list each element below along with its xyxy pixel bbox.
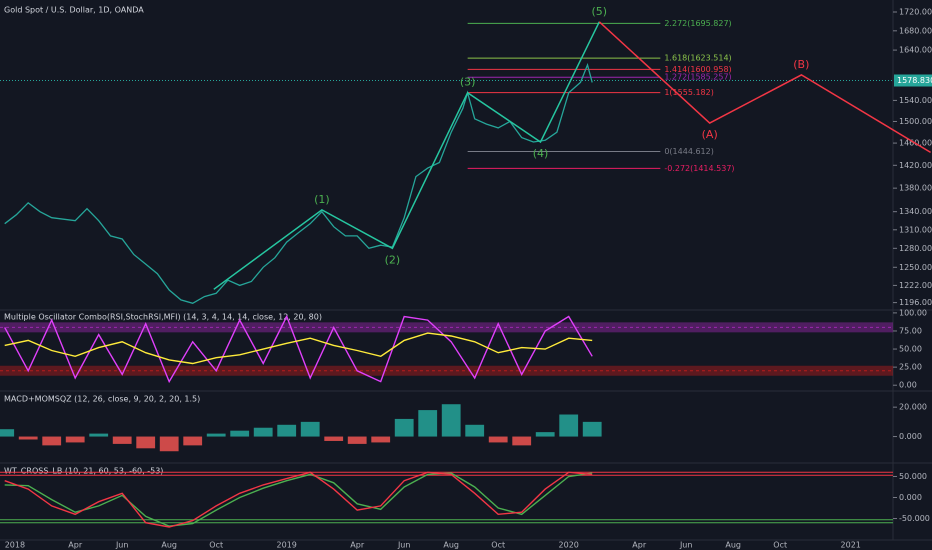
histogram-bar (441, 404, 461, 437)
x-tick-label: Aug (443, 541, 459, 550)
wave-label: (1) (314, 193, 330, 206)
x-tick-label: Apr (350, 541, 365, 550)
last-price-label: 1578.830 (897, 76, 932, 85)
chart-title: Gold Spot / U.S. Dollar, 1D, OANDA (4, 6, 144, 15)
y-tick-label: 1420.000 (899, 161, 932, 170)
histogram-bar (512, 436, 532, 446)
wave-line (213, 21, 600, 290)
y-tick-label: 1340.000 (899, 207, 932, 216)
y-tick-label: 100.00 (899, 308, 927, 317)
indicator-line (4, 314, 593, 384)
fib-label: 1.618(1623.514) (664, 54, 731, 63)
histogram-bar (324, 436, 344, 441)
x-tick-label: Aug (161, 541, 177, 550)
wave-label: (B) (793, 58, 809, 71)
histogram-bar (65, 436, 85, 443)
x-tick-label: Oct (491, 541, 505, 550)
x-tick-label: Jun (397, 541, 411, 550)
histogram-bar (418, 410, 438, 437)
wave-label: (2) (385, 253, 401, 266)
histogram-bar (465, 424, 485, 437)
y-tick-label: 50.00 (899, 345, 922, 354)
last-price-box (894, 74, 932, 87)
x-tick-label: Jun (679, 541, 693, 550)
histogram-bar (206, 433, 226, 437)
histogram-bar (300, 421, 320, 437)
y-tick-label: 20.000 (899, 403, 927, 412)
histogram-bar (230, 430, 250, 437)
histogram-bar (42, 436, 62, 446)
x-tick-label: 2021 (841, 541, 861, 550)
y-tick-label: 1640.000 (899, 46, 932, 55)
histogram-bar (136, 436, 156, 449)
x-tick-label: Apr (632, 541, 647, 550)
histogram-bar (277, 424, 297, 437)
y-tick-label: 1720.000 (899, 7, 932, 16)
y-tick-label: 1500.000 (899, 117, 932, 126)
y-tick-label: 1680.000 (899, 26, 932, 35)
y-tick-label: 1540.000 (899, 96, 932, 105)
y-tick-label: 1280.000 (899, 244, 932, 253)
histogram-bar (582, 421, 602, 437)
indicator-line (4, 332, 593, 365)
y-tick-label: 75.00 (899, 326, 922, 335)
y-tick-label: 0.000 (899, 432, 922, 441)
x-tick-label: Aug (725, 541, 741, 550)
histogram-bar (253, 427, 273, 437)
x-tick-label: Apr (68, 541, 83, 550)
histogram-bar (371, 436, 391, 443)
histogram-bar (183, 436, 203, 446)
y-tick-label: 1380.000 (899, 184, 932, 193)
wave-label: (4) (533, 147, 549, 160)
pane-title: Multiple Oscillator Combo(RSI,StochRSI,M… (4, 313, 322, 322)
indicator-line (4, 472, 593, 527)
fib-label: 2.272(1695.827) (664, 19, 731, 28)
histogram-bar (0, 429, 15, 437)
y-tick-label: 1250.000 (899, 263, 932, 272)
wave-label: (A) (702, 128, 718, 141)
y-tick-label: 1196.000 (899, 298, 932, 307)
histogram-bar (394, 418, 414, 437)
histogram-bar (535, 432, 555, 437)
x-tick-label: Oct (773, 541, 787, 550)
x-tick-label: Jun (115, 541, 129, 550)
x-tick-label: 2019 (277, 541, 297, 550)
x-tick-label: 2020 (559, 541, 579, 550)
fib-label: 1.272(1585.257) (664, 73, 731, 82)
y-tick-label: 25.00 (899, 363, 922, 372)
pane-title: MACD+MOMSQZ (12, 26, close, 9, 20, 2, 20… (4, 395, 200, 404)
wave-line (598, 21, 931, 154)
indicator-line (4, 471, 593, 528)
y-tick-label: 1222.000 (899, 281, 932, 290)
y-tick-label: -50.000 (899, 514, 930, 523)
y-tick-label: 0.00 (899, 381, 917, 390)
y-tick-label: 1310.000 (899, 225, 932, 234)
fib-label: -0.272(1414.537) (664, 164, 734, 173)
price-line (4, 62, 593, 305)
histogram-bar (347, 436, 367, 444)
y-tick-label: 50.000 (899, 472, 927, 481)
histogram-bar (112, 436, 132, 444)
pane-title: WT_CROSS_LB (10, 21, 60, 53, -60, -53) (4, 467, 163, 476)
fib-label: 0(1444.612) (664, 147, 714, 156)
fib-label: 1.414(1600.958) (664, 65, 731, 74)
wave-label: (3) (460, 76, 476, 89)
wave-label: (5) (591, 5, 607, 18)
histogram-bar (159, 436, 179, 452)
fib-label: 1(1555.182) (664, 88, 714, 97)
histogram-bar (488, 436, 508, 443)
histogram-bar (89, 433, 109, 437)
x-tick-label: Oct (209, 541, 223, 550)
histogram-bar (559, 414, 579, 437)
histogram-bar (18, 436, 38, 440)
y-tick-label: 0.000 (899, 493, 922, 502)
x-tick-label: 2018 (5, 541, 25, 550)
